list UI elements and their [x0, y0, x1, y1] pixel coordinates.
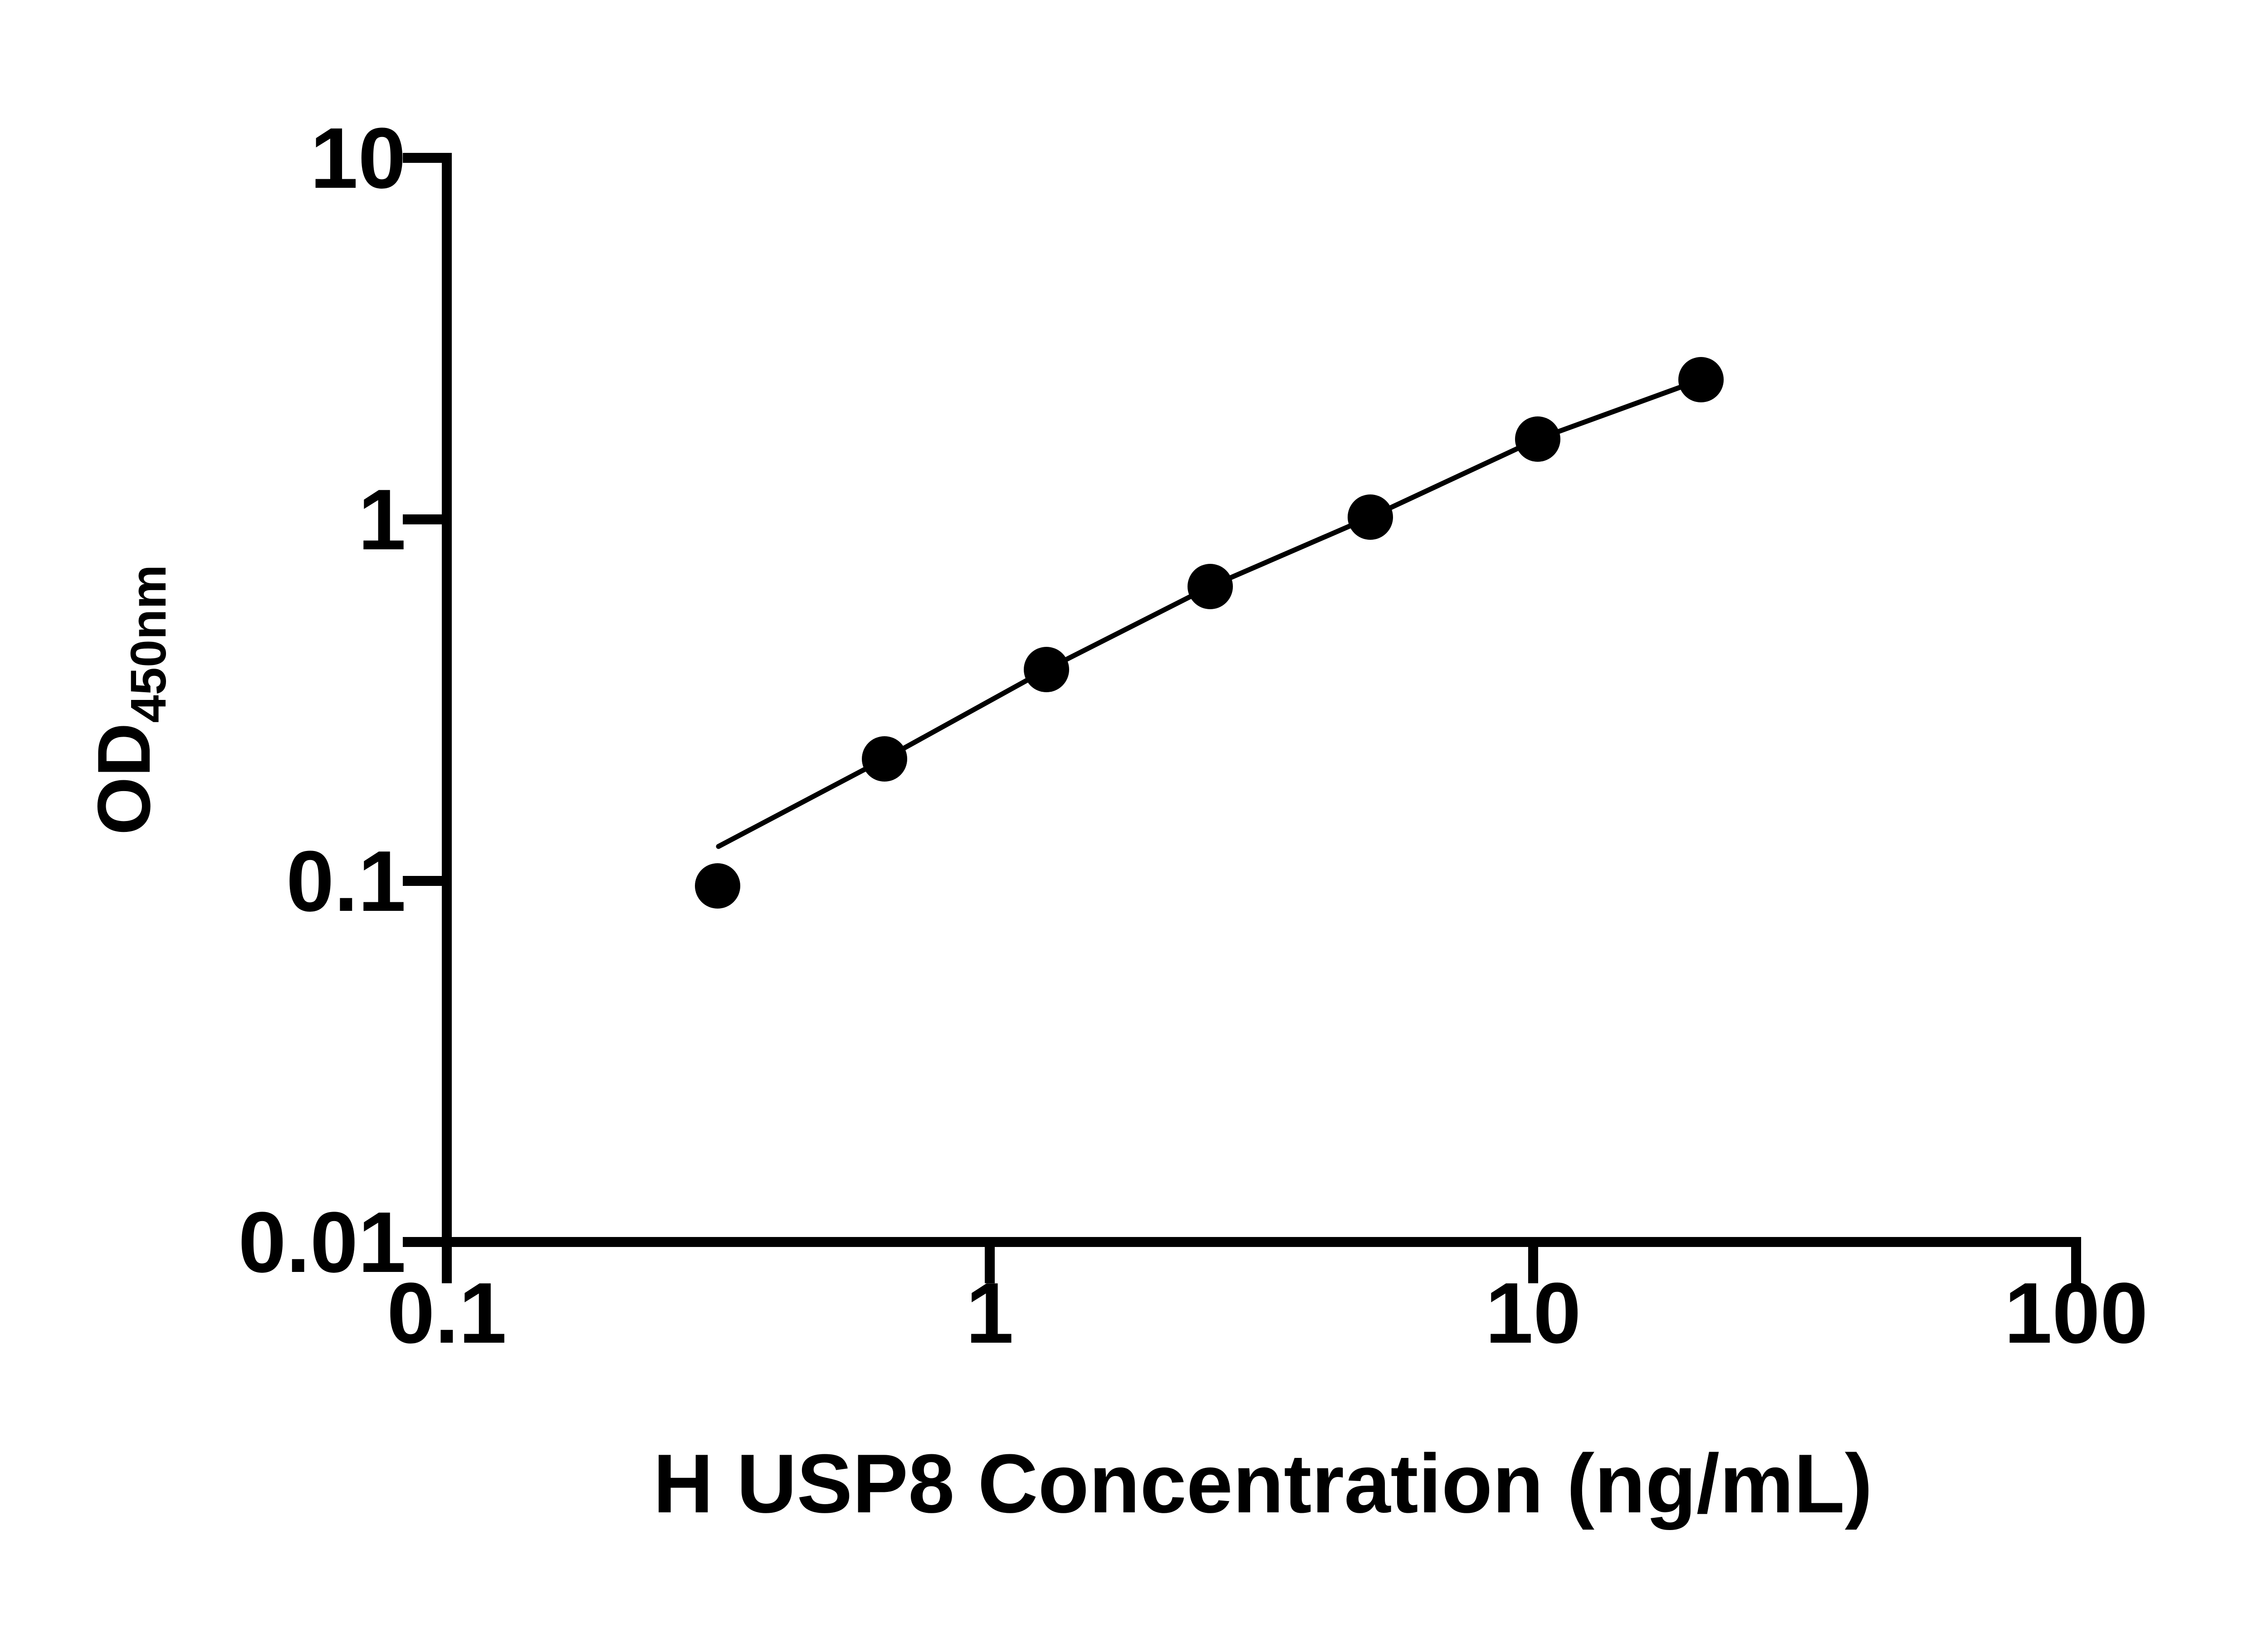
- svg-text:1: 1: [358, 472, 406, 568]
- svg-text:10: 10: [1485, 1265, 1581, 1361]
- svg-text:0.1: 0.1: [387, 1265, 507, 1361]
- svg-text:100: 100: [2004, 1265, 2148, 1361]
- svg-text:0.1: 0.1: [286, 833, 406, 929]
- svg-text:1: 1: [966, 1265, 1014, 1361]
- svg-text:0.01: 0.01: [238, 1194, 406, 1291]
- svg-text:H USP8 Concentration (ng/mL): H USP8 Concentration (ng/mL): [653, 1437, 1872, 1530]
- svg-text:10: 10: [310, 110, 406, 206]
